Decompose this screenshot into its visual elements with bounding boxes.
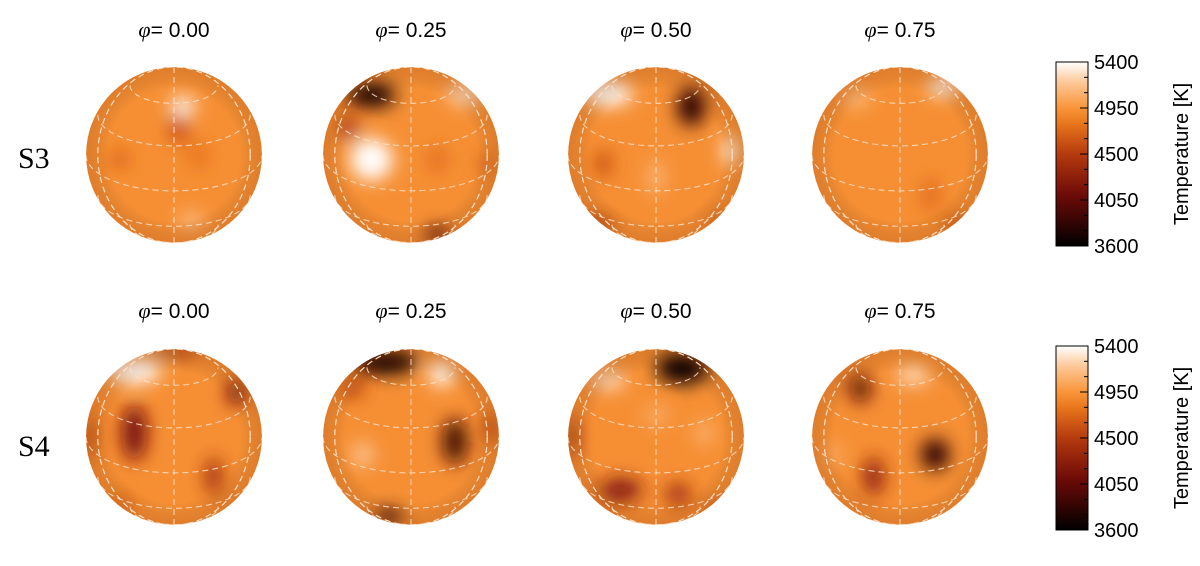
colorbar-tick-label: 4050 <box>1094 474 1139 496</box>
colorbar-tick-label: 3600 <box>1094 520 1139 542</box>
star-sphere <box>812 349 988 525</box>
row-label-s4: S4 <box>18 430 50 463</box>
colorbar-tick-label: 4500 <box>1094 428 1139 450</box>
temperature-spot <box>711 505 733 518</box>
colorbar-tick-label: 4050 <box>1094 190 1139 212</box>
sphere-graticule <box>86 67 262 243</box>
panel-s4-phase-0: φ= 0.00 <box>86 298 262 525</box>
temperature-spot <box>970 349 988 357</box>
star-sphere <box>323 349 499 525</box>
phase-title: φ= 0.00 <box>138 298 209 323</box>
panel-s4-phase-1: φ= 0.25 <box>323 298 499 525</box>
star-sphere <box>812 67 988 243</box>
panel-s3-phase-1: φ= 0.25 <box>323 17 499 243</box>
phase-title: φ= 0.25 <box>375 298 446 323</box>
phase-title: φ= 0.50 <box>620 298 691 323</box>
star-sphere <box>568 67 744 243</box>
sphere-graticule <box>812 67 988 243</box>
panel-s3-phase-0: φ= 0.00 <box>86 17 262 243</box>
colorbar-tick-label: 4500 <box>1094 144 1139 166</box>
colorbar-title: Temperature [K] <box>1171 83 1193 225</box>
panel-s4-phase-2: φ= 0.50 <box>568 298 744 525</box>
sphere-graticule <box>86 349 262 525</box>
phase-title: φ= 0.00 <box>138 17 209 42</box>
sphere-graticule <box>568 349 744 525</box>
sphere-graticule <box>323 349 499 525</box>
colorbar-tick-label: 4950 <box>1094 382 1139 404</box>
phase-title: φ= 0.75 <box>864 298 935 323</box>
sphere-graticule <box>323 67 499 243</box>
colorbar-tick-label: 3600 <box>1094 236 1139 258</box>
star-sphere <box>568 349 744 525</box>
phase-title: φ= 0.50 <box>620 17 691 42</box>
star-sphere <box>86 349 262 525</box>
panel-s4-phase-3: φ= 0.75 <box>812 298 988 525</box>
star-sphere <box>323 67 499 243</box>
colorbar-bottom: Temperature [K] 5400 4950 4500 4050 3600 <box>1055 336 1193 542</box>
star-sphere <box>86 67 262 243</box>
colorbar-top: Temperature [K] 5400 4950 4500 4050 3600 <box>1055 52 1193 258</box>
phase-title: φ= 0.75 <box>864 17 935 42</box>
colorbar-title: Temperature [K] <box>1171 367 1193 509</box>
panel-s3-phase-2: φ= 0.50 <box>568 17 744 243</box>
colorbar-tick-label: 5400 <box>1094 52 1139 74</box>
colorbar-tick-label: 4950 <box>1094 98 1139 120</box>
colorbar-tick-label: 5400 <box>1094 336 1139 358</box>
panel-s3-phase-3: φ= 0.75 <box>812 17 988 243</box>
sphere-graticule <box>568 67 744 243</box>
row-label-s3: S3 <box>18 142 50 175</box>
phase-title: φ= 0.25 <box>375 17 446 42</box>
sphere-graticule <box>812 349 988 525</box>
